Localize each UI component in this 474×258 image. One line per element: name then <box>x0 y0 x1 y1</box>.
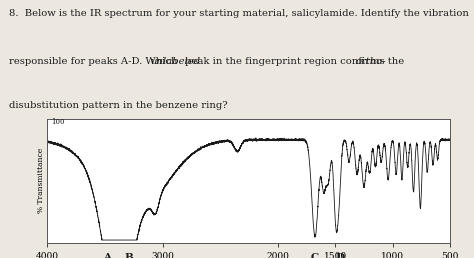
Text: unlabeled: unlabeled <box>151 57 201 66</box>
Text: ortho-: ortho- <box>356 57 386 66</box>
Text: 100: 100 <box>51 118 64 126</box>
Text: C: C <box>310 253 319 258</box>
Y-axis label: % Transmittance: % Transmittance <box>36 148 45 213</box>
Text: 8.  Below is the IR spectrum for your starting material, salicylamide. Identify : 8. Below is the IR spectrum for your sta… <box>9 10 469 19</box>
Text: responsible for peaks A-D. Which: responsible for peaks A-D. Which <box>9 57 181 66</box>
Text: peak in the fingerprint region confirms the: peak in the fingerprint region confirms … <box>182 57 408 66</box>
Text: disubstitution pattern in the benzene ring?: disubstitution pattern in the benzene ri… <box>9 101 228 110</box>
Text: B: B <box>125 253 134 258</box>
Text: A: A <box>103 253 111 258</box>
Text: D: D <box>335 253 344 258</box>
